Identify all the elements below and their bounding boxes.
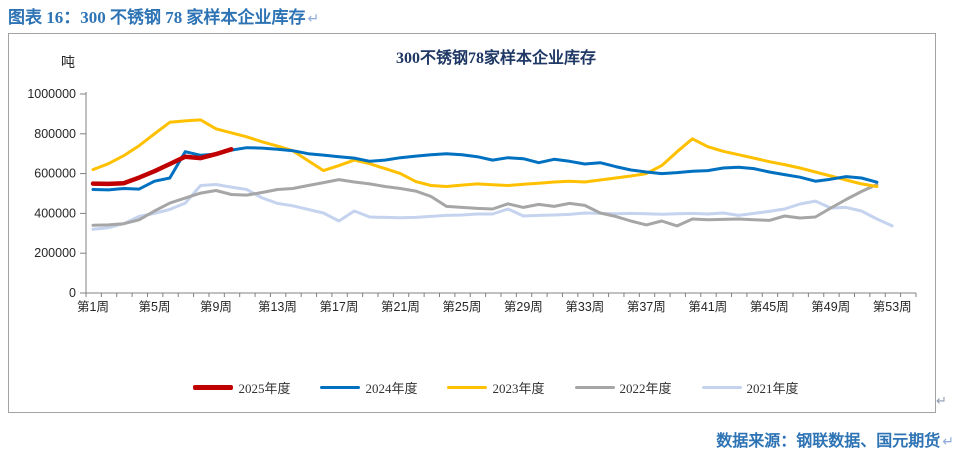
legend-item-2023年度: 2023年度 bbox=[447, 378, 545, 397]
x-tick-label: 第53周 bbox=[873, 300, 912, 314]
chart-title: 300不锈钢78家样本企业库存 bbox=[395, 50, 596, 67]
legend-item-2021年度: 2021年度 bbox=[701, 378, 799, 397]
x-tick-label: 第33周 bbox=[565, 300, 604, 314]
legend-label: 2025年度 bbox=[238, 381, 291, 396]
legend-label: 2023年度 bbox=[492, 381, 545, 396]
x-tick-label: 第9周 bbox=[200, 300, 232, 314]
legend-label: 2022年度 bbox=[619, 381, 672, 396]
series-line-2021年度 bbox=[91, 183, 894, 231]
legend-line-swatch bbox=[447, 386, 488, 389]
y-tick-label: 200000 bbox=[34, 246, 76, 260]
x-tick-label: 第5周 bbox=[139, 300, 171, 314]
x-tick-label: 第41周 bbox=[688, 300, 727, 314]
axis-tick-labels: 0 200000 400000 600000 800000 1000000 第1周 第5周 第9… bbox=[27, 87, 911, 314]
y-axis-unit-label: 吨 bbox=[61, 54, 75, 70]
page-title-text: 图表 16：300 不锈钢 78 家样本企业库存 bbox=[8, 8, 306, 27]
paragraph-mark-icon: ↵ bbox=[942, 434, 954, 450]
y-tick-label: 400000 bbox=[34, 206, 76, 220]
chart-plot: 0 200000 400000 600000 800000 1000000 第1周 第5周 第9… bbox=[27, 87, 917, 314]
chart-legend: 2025年度 2024年度 2023年度 2022年度 2021年度 bbox=[86, 378, 906, 397]
legend-item-2025年度: 2025年度 bbox=[193, 378, 290, 397]
y-tick-label: 1000000 bbox=[27, 87, 76, 101]
x-tick-label: 第45周 bbox=[750, 300, 789, 314]
y-tick-label: 800000 bbox=[34, 127, 76, 141]
series-line-2022年度 bbox=[91, 178, 879, 228]
legend-label: 2024年度 bbox=[365, 381, 418, 396]
x-tick-label: 第49周 bbox=[811, 300, 850, 314]
series-line-2023年度 bbox=[91, 118, 879, 188]
chart-frame: 300不锈钢78家样本企业库存 吨 0 200000 400000 600000 800… bbox=[8, 33, 936, 413]
x-tick-label: 第13周 bbox=[258, 300, 297, 314]
x-tick-label: 第17周 bbox=[319, 300, 358, 314]
legend-label: 2021年度 bbox=[746, 381, 799, 396]
data-source: 数据来源：钢联数据、国元期货 ↵ bbox=[716, 427, 954, 451]
legend-item-2024年度: 2024年度 bbox=[320, 378, 417, 397]
legend-line-swatch bbox=[320, 386, 361, 389]
y-tick-label: 600000 bbox=[34, 167, 76, 181]
series-line-2025年度 bbox=[90, 147, 234, 187]
y-tick-label: 0 bbox=[69, 286, 76, 300]
x-tick-label: 第29周 bbox=[504, 300, 543, 314]
paragraph-mark-icon: ↵ bbox=[936, 394, 947, 409]
legend-line-swatch bbox=[574, 386, 615, 389]
legend-line-swatch bbox=[701, 386, 742, 389]
x-tick-label: 第25周 bbox=[442, 300, 481, 314]
data-source-text: 数据来源：钢联数据、国元期货 bbox=[716, 433, 941, 450]
axes bbox=[80, 92, 917, 297]
page-title: 图表 16：300 不锈钢 78 家样本企业库存 ↵ bbox=[8, 3, 319, 28]
paragraph-mark-icon: ↵ bbox=[307, 11, 320, 27]
legend-line-swatch bbox=[193, 385, 234, 390]
x-tick-label: 第37周 bbox=[627, 300, 666, 314]
legend-item-2022年度: 2022年度 bbox=[574, 378, 672, 397]
x-tick-label: 第1周 bbox=[77, 300, 109, 314]
x-tick-label: 第21周 bbox=[381, 300, 420, 314]
